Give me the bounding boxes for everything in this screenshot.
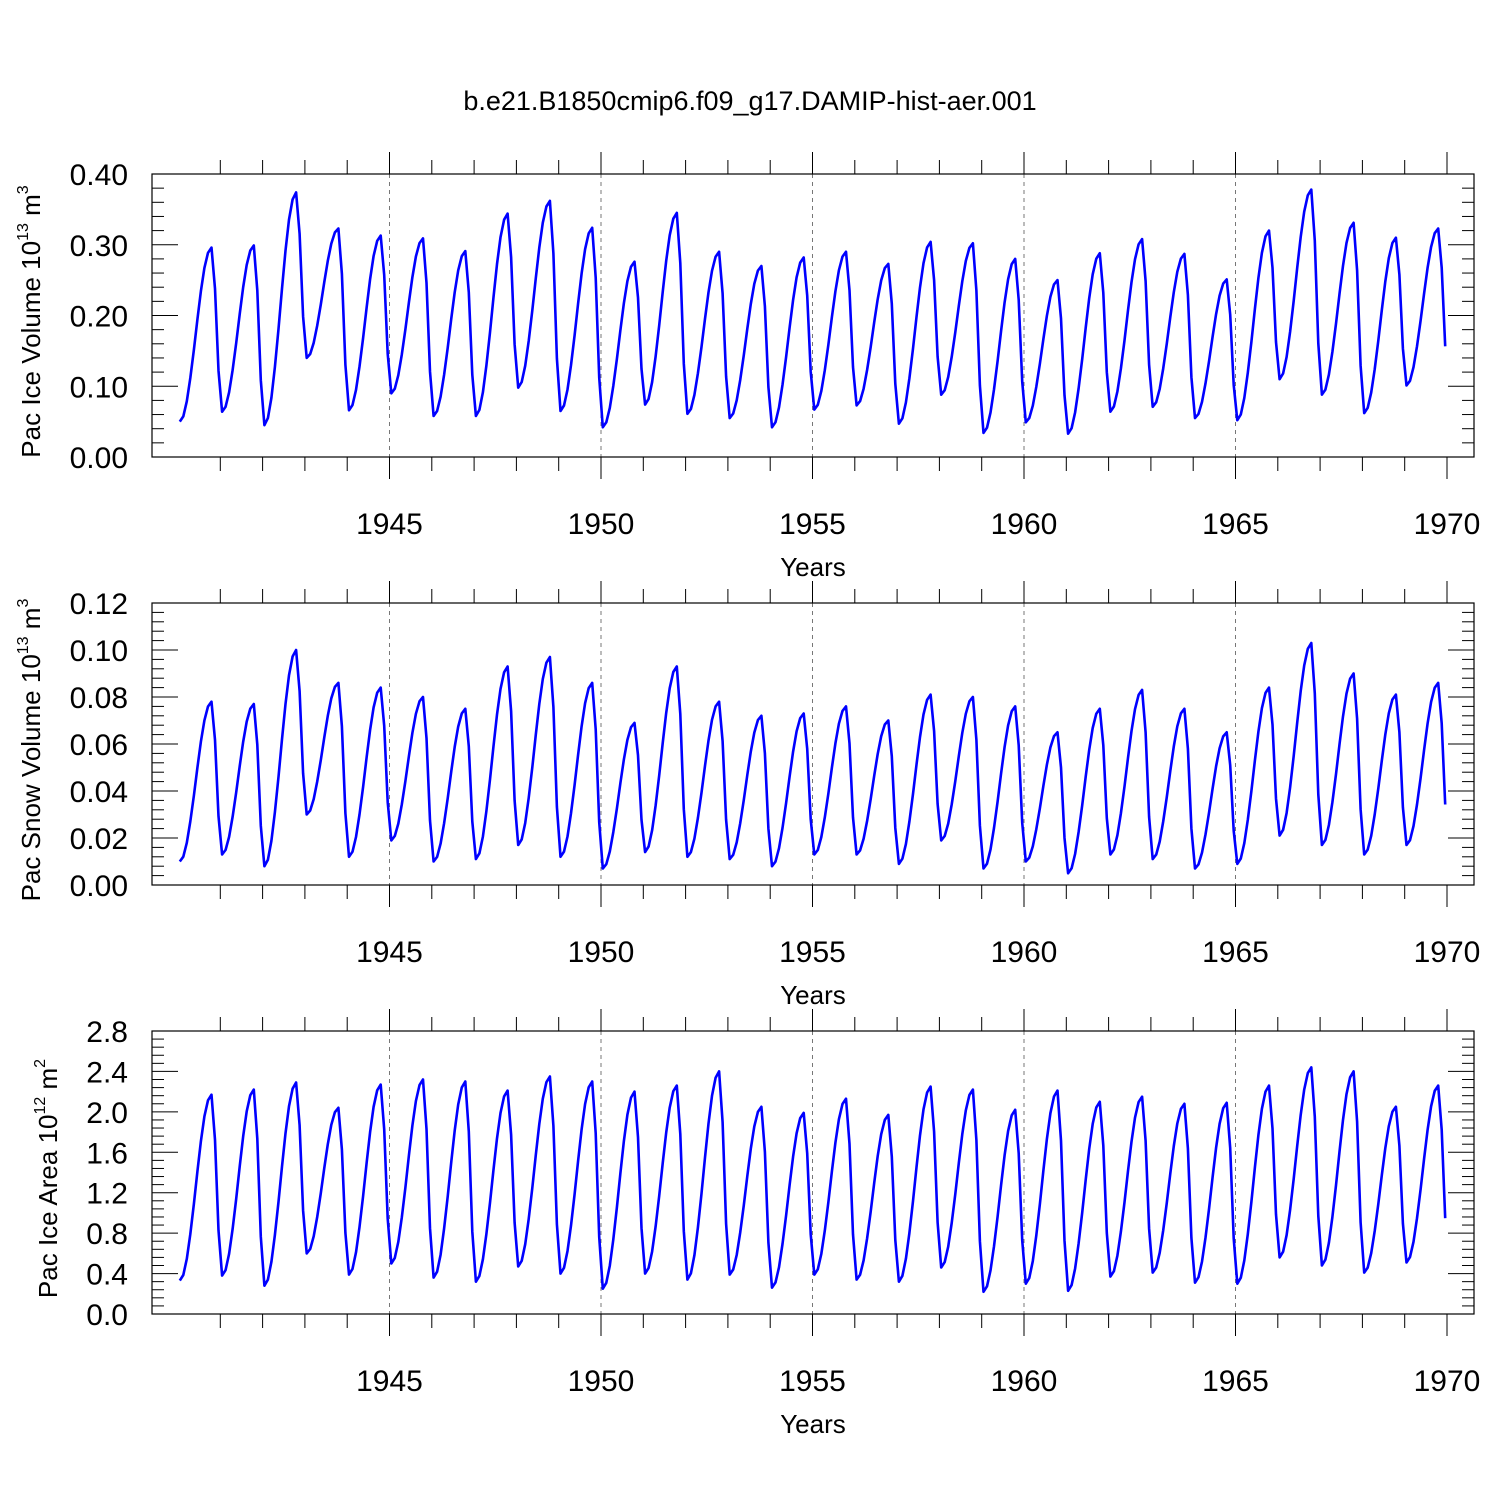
x-tick-label: 1960 [991, 936, 1058, 969]
x-tick-label: 1945 [356, 1365, 423, 1398]
x-tick-label: 1955 [779, 936, 846, 969]
y-tick-label: 0.06 [70, 729, 128, 762]
x-axis-label: Years [780, 1409, 846, 1439]
y-tick-label: 1.6 [86, 1137, 128, 1170]
x-tick-label: 1965 [1202, 508, 1269, 541]
y-tick-label: 0.40 [70, 159, 128, 192]
y-axis-label: Pac Snow Volume 1013 m3 [15, 599, 46, 902]
y-tick-label: 0.20 [70, 301, 128, 334]
y-tick-label: 2.0 [86, 1097, 128, 1130]
y-axis-label: Pac Ice Area 1012 m2 [32, 1059, 63, 1298]
y-tick-label: 0.10 [70, 635, 128, 668]
y-tick-label: 2.8 [86, 1016, 128, 1049]
x-tick-label: 1970 [1414, 936, 1481, 969]
y-axis-label: Pac Ice Volume 1013 m3 [15, 185, 46, 458]
y-tick-label: 0.00 [70, 870, 128, 903]
y-tick-label: 0.30 [70, 230, 128, 263]
x-tick-label: 1960 [991, 1365, 1058, 1398]
x-tick-label: 1970 [1414, 1365, 1481, 1398]
x-axis-label: Years [780, 980, 846, 1010]
x-tick-label: 1960 [991, 508, 1058, 541]
y-tick-label: 0.00 [70, 442, 128, 475]
y-tick-label: 0.8 [86, 1218, 128, 1251]
x-tick-label: 1945 [356, 936, 423, 969]
x-tick-label: 1970 [1414, 508, 1481, 541]
x-tick-label: 1955 [779, 1365, 846, 1398]
y-tick-label: 0.02 [70, 823, 128, 856]
y-tick-label: 0.08 [70, 682, 128, 715]
x-tick-label: 1945 [356, 508, 423, 541]
panel-3: 0.0 0.4 0.8 1.2 1.6 2.0 2.4 2.8 1945 1950 1955 1960… [32, 1009, 1480, 1439]
series-line [178, 641, 1447, 875]
x-tick-label: 1965 [1202, 1365, 1269, 1398]
x-tick-label: 1950 [568, 508, 635, 541]
y-tick-label: 1.2 [86, 1178, 128, 1211]
series-line [178, 1066, 1447, 1294]
y-tick-label: 0.4 [86, 1259, 128, 1292]
figure-title: b.e21.B1850cmip6.f09_g17.DAMIP-hist-aer.… [463, 86, 1036, 116]
y-tick-label: 0.10 [70, 371, 128, 404]
x-tick-label: 1965 [1202, 936, 1269, 969]
x-tick-label: 1950 [568, 936, 635, 969]
x-tick-label: 1950 [568, 1365, 635, 1398]
y-tick-label: 0.04 [70, 776, 128, 809]
y-tick-label: 2.4 [86, 1056, 128, 1089]
series-line [178, 188, 1447, 435]
y-tick-label: 0.12 [70, 588, 128, 621]
panel-2: 0.00 0.02 0.04 0.06 0.08 0.10 0.12 1945 1950 1955… [15, 581, 1480, 1010]
y-tick-label: 0.0 [86, 1299, 128, 1332]
panel-1: 0.00 0.10 0.20 0.30 0.40 1945 1950 1955 1960 1965… [15, 152, 1480, 582]
x-axis-label: Years [780, 552, 846, 582]
x-tick-label: 1955 [779, 508, 846, 541]
